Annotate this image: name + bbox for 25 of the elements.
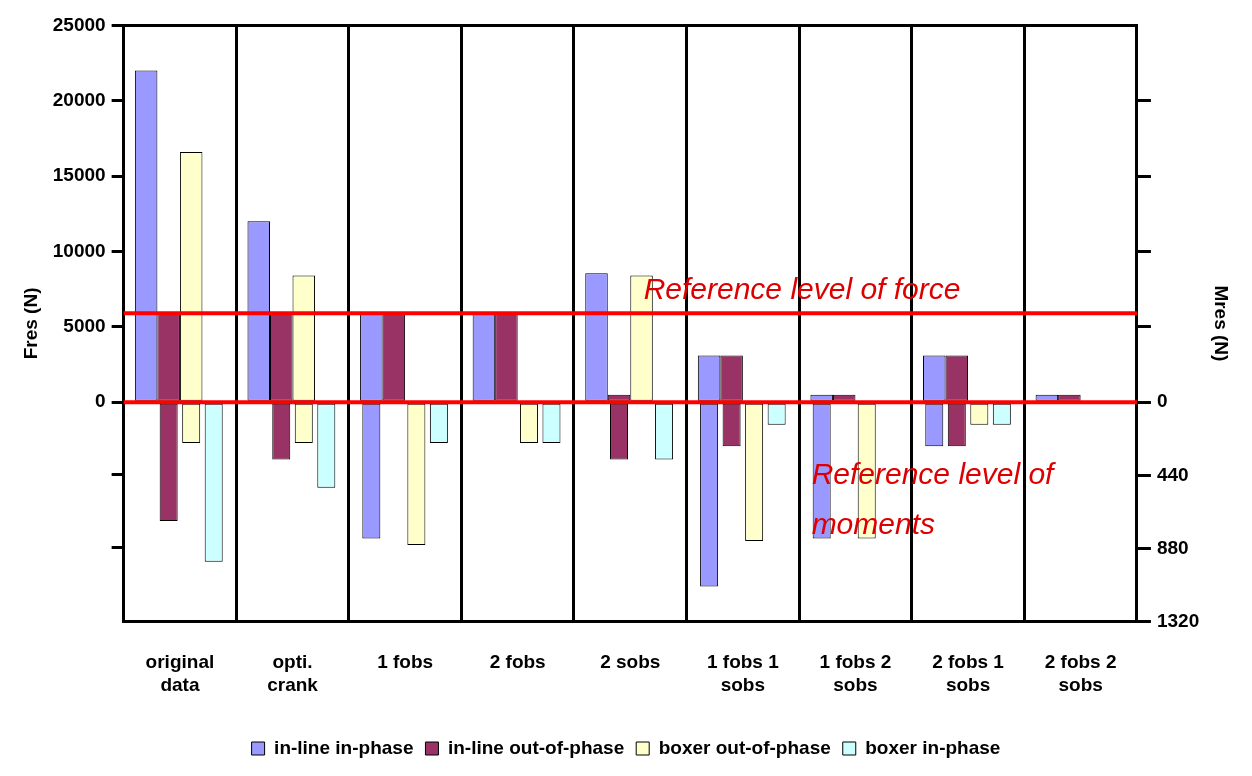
y-tick-label: 25000 — [52, 13, 106, 35]
legend-label: in-line in-phase — [274, 736, 414, 758]
x-tick-label: opti. crank — [267, 651, 319, 695]
y2-tick-label: 440 — [1156, 463, 1189, 485]
x-tick-label: 1 fobs 1 sobs — [706, 651, 780, 695]
x-tick-label: 1 fobs 2 sobs — [819, 651, 892, 695]
y-tick-label: 15000 — [52, 164, 106, 186]
legend-label: boxer in-phase — [865, 736, 1001, 758]
y-tick-label: 0 — [95, 390, 106, 412]
y2-axis-title: Mres (N) — [1211, 285, 1233, 362]
legend-label: boxer out-of-phase — [658, 736, 831, 758]
x-tick-label: 1 fobs — [377, 651, 434, 673]
y2-tick-label: 0 — [1156, 390, 1168, 412]
x-tick-label: 2 fobs 1 sobs — [932, 651, 1005, 695]
x-tick-label: 2 fobs — [489, 651, 546, 673]
legend-label: in-line out-of-phase — [447, 736, 625, 758]
y2-tick-label: 880 — [1156, 536, 1189, 558]
y-tick-label: 10000 — [52, 239, 106, 261]
x-tick-label: 2 sobs — [600, 651, 661, 673]
y-tick-label: 20000 — [52, 89, 106, 110]
y2-tick-label: 1320 — [1156, 609, 1200, 631]
x-tick-label: 2 fobs 2 sobs — [1044, 651, 1117, 695]
y-tick-label: 5000 — [63, 315, 106, 337]
x-tick-label: original data — [145, 651, 215, 695]
y-axis-title: Fres (N) — [19, 287, 41, 360]
